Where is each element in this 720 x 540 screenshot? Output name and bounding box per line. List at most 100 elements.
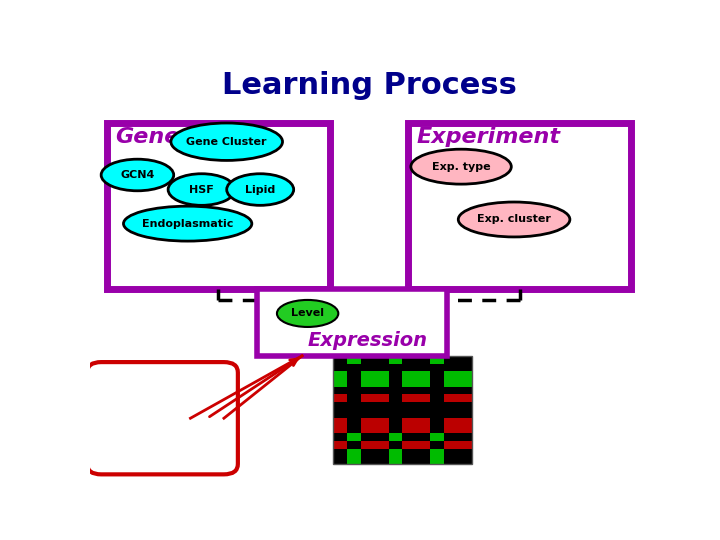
Text: Level: Level	[291, 308, 324, 319]
Bar	[347, 449, 361, 456]
Bar	[431, 410, 444, 417]
Bar	[389, 449, 402, 456]
Ellipse shape	[277, 300, 338, 327]
Ellipse shape	[124, 206, 252, 241]
Ellipse shape	[458, 202, 570, 237]
Bar	[389, 426, 402, 433]
Bar	[333, 441, 347, 449]
Bar	[347, 426, 361, 433]
Bar	[416, 417, 431, 426]
Bar	[444, 433, 458, 441]
Ellipse shape	[227, 174, 294, 205]
FancyBboxPatch shape	[87, 362, 238, 474]
Bar	[333, 402, 347, 410]
Bar	[431, 379, 444, 387]
Bar	[431, 417, 444, 426]
Bar	[459, 456, 472, 464]
Bar	[431, 372, 444, 379]
Bar	[389, 402, 402, 410]
Bar	[347, 441, 361, 449]
Bar	[402, 379, 416, 387]
Bar	[416, 426, 431, 433]
Bar	[416, 456, 431, 464]
Bar	[389, 441, 402, 449]
Bar	[333, 394, 347, 402]
Bar	[333, 356, 347, 363]
Bar	[389, 356, 402, 363]
Bar	[416, 402, 431, 410]
Bar	[444, 387, 458, 394]
Bar	[374, 402, 389, 410]
FancyBboxPatch shape	[107, 123, 330, 289]
Bar	[402, 433, 416, 441]
Text: Endoplasmatic: Endoplasmatic	[142, 219, 233, 228]
Bar	[361, 417, 374, 426]
Bar	[361, 379, 374, 387]
Bar	[431, 356, 444, 363]
Bar	[389, 363, 402, 372]
Bar	[361, 449, 374, 456]
Bar	[402, 456, 416, 464]
Bar	[444, 372, 458, 379]
Bar	[444, 410, 458, 417]
Bar	[361, 387, 374, 394]
Bar	[431, 363, 444, 372]
Bar	[459, 426, 472, 433]
Bar	[389, 417, 402, 426]
Bar	[361, 394, 374, 402]
Bar	[347, 394, 361, 402]
Bar	[416, 356, 431, 363]
Bar	[389, 433, 402, 441]
Bar	[459, 356, 472, 363]
Bar	[402, 410, 416, 417]
Bar	[361, 402, 374, 410]
Bar	[416, 394, 431, 402]
Bar	[374, 356, 389, 363]
FancyBboxPatch shape	[258, 289, 447, 356]
Bar	[389, 372, 402, 379]
Text: Exp. type: Exp. type	[432, 161, 490, 172]
Bar	[402, 372, 416, 379]
Bar	[347, 410, 361, 417]
Bar	[444, 379, 458, 387]
Bar	[333, 372, 347, 379]
Bar	[431, 426, 444, 433]
Bar	[361, 441, 374, 449]
Bar	[347, 433, 361, 441]
FancyBboxPatch shape	[408, 123, 631, 289]
Bar	[444, 456, 458, 464]
Bar	[402, 402, 416, 410]
Bar	[459, 394, 472, 402]
Bar	[431, 441, 444, 449]
Bar	[431, 449, 444, 456]
Ellipse shape	[411, 149, 511, 184]
Bar	[333, 363, 347, 372]
Bar	[374, 394, 389, 402]
Bar	[402, 449, 416, 456]
Bar	[333, 387, 347, 394]
Bar	[459, 363, 472, 372]
Bar	[374, 410, 389, 417]
Bar	[416, 449, 431, 456]
Bar	[333, 449, 347, 456]
Bar	[389, 394, 402, 402]
Bar	[402, 426, 416, 433]
Bar	[333, 426, 347, 433]
Bar	[333, 417, 347, 426]
Bar	[416, 372, 431, 379]
Bar	[416, 379, 431, 387]
Text: HSF: HSF	[189, 185, 214, 194]
Ellipse shape	[171, 123, 282, 160]
Bar	[389, 410, 402, 417]
Bar	[374, 372, 389, 379]
Bar	[374, 387, 389, 394]
Bar	[416, 387, 431, 394]
Bar	[347, 363, 361, 372]
Text: Exp. cluster: Exp. cluster	[477, 214, 551, 225]
Bar	[431, 394, 444, 402]
Text: Gene: Gene	[115, 127, 179, 147]
Bar	[402, 441, 416, 449]
Bar	[389, 387, 402, 394]
Bar	[459, 441, 472, 449]
Bar	[431, 456, 444, 464]
